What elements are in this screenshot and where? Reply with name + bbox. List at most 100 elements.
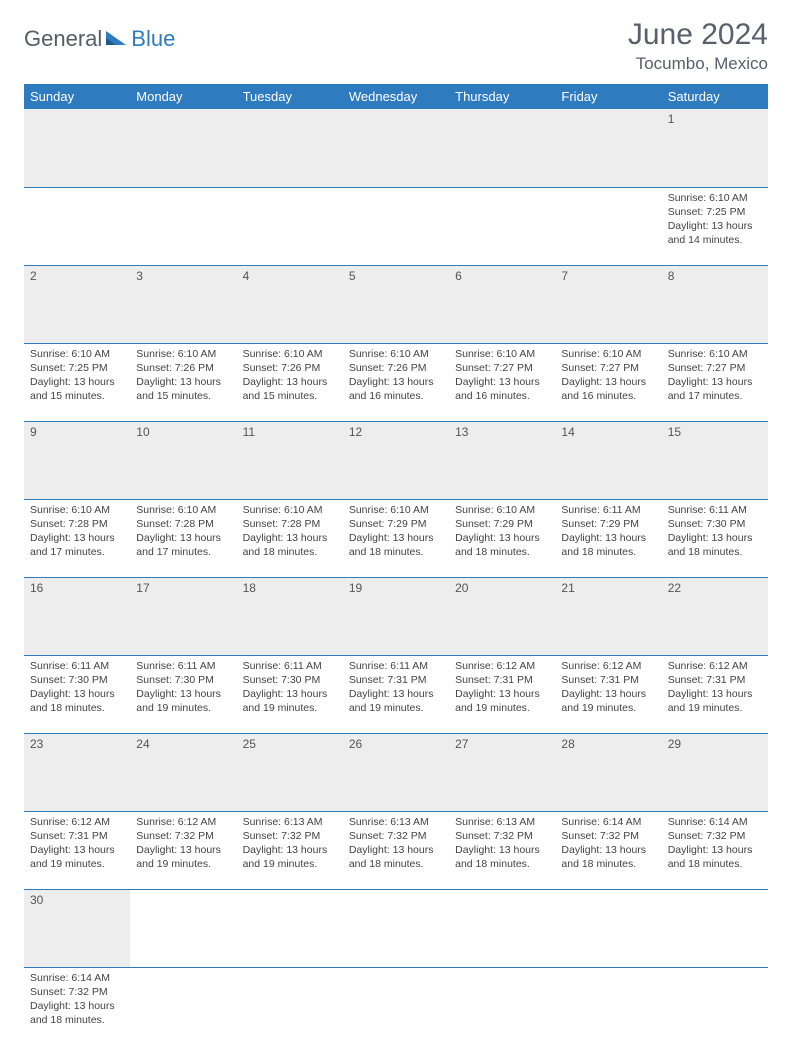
day-cell: [449, 187, 555, 265]
day-number-row: 2345678: [24, 265, 768, 343]
brand-logo: General Blue: [24, 26, 175, 52]
daylight-line-2: and 15 minutes.: [243, 389, 337, 403]
location-label: Tocumbo, Mexico: [628, 54, 768, 74]
day-cell: Sunrise: 6:10 AMSunset: 7:29 PMDaylight:…: [343, 499, 449, 577]
sunset-line: Sunset: 7:26 PM: [243, 361, 337, 375]
day-details: Sunrise: 6:12 AMSunset: 7:32 PMDaylight:…: [136, 815, 230, 872]
sunset-line: Sunset: 7:32 PM: [243, 829, 337, 843]
sunset-line: Sunset: 7:32 PM: [136, 829, 230, 843]
day-cell: [555, 187, 661, 265]
day-details: Sunrise: 6:10 AMSunset: 7:28 PMDaylight:…: [30, 503, 124, 560]
day-number-cell: 21: [555, 577, 661, 655]
daylight-line-2: and 17 minutes.: [30, 545, 124, 559]
day-cell: Sunrise: 6:13 AMSunset: 7:32 PMDaylight:…: [449, 811, 555, 889]
day-cell: Sunrise: 6:10 AMSunset: 7:27 PMDaylight:…: [449, 343, 555, 421]
day-cell: [343, 187, 449, 265]
day-number-cell: [449, 109, 555, 187]
daylight-line-1: Daylight: 13 hours: [349, 843, 443, 857]
day-number-cell: 30: [24, 889, 130, 967]
sunrise-line: Sunrise: 6:10 AM: [668, 347, 762, 361]
daylight-line-1: Daylight: 13 hours: [30, 999, 124, 1013]
day-number-cell: 29: [662, 733, 768, 811]
sunrise-line: Sunrise: 6:10 AM: [30, 347, 124, 361]
daylight-line-1: Daylight: 13 hours: [136, 843, 230, 857]
sunrise-line: Sunrise: 6:10 AM: [243, 503, 337, 517]
sunrise-line: Sunrise: 6:13 AM: [455, 815, 549, 829]
day-number-cell: [237, 889, 343, 967]
day-content-row: Sunrise: 6:10 AMSunset: 7:28 PM Daylight:…: [24, 499, 768, 577]
day-number-cell: [343, 109, 449, 187]
daylight-line-1: Daylight: 13 hours: [561, 375, 655, 389]
daylight-line-1: Daylight: 13 hours: [349, 531, 443, 545]
sunrise-line: Sunrise: 6:11 AM: [30, 659, 124, 673]
sunset-line: Sunset: 7:32 PM: [349, 829, 443, 843]
daylight-line-2: and 16 minutes.: [455, 389, 549, 403]
day-number-cell: 17: [130, 577, 236, 655]
daylight-line-2: and 17 minutes.: [136, 545, 230, 559]
day-number-cell: [555, 889, 661, 967]
day-number-cell: 6: [449, 265, 555, 343]
day-number-cell: 26: [343, 733, 449, 811]
day-number-cell: 3: [130, 265, 236, 343]
sunset-line: Sunset: 7:30 PM: [243, 673, 337, 687]
day-number-cell: 5: [343, 265, 449, 343]
day-cell: Sunrise: 6:14 AMSunset: 7:32 PMDaylight:…: [662, 811, 768, 889]
day-cell: Sunrise: 6:14 AMSunset: 7:32 PMDaylight:…: [24, 967, 130, 1045]
brand-text-2: Blue: [131, 26, 175, 52]
day-cell: [662, 967, 768, 1045]
day-details: Sunrise: 6:10 AMSunset: 7:27 PMDaylight:…: [455, 347, 549, 404]
day-number-cell: 25: [237, 733, 343, 811]
day-details: Sunrise: 6:10 AMSunset: 7:29 PMDaylight:…: [349, 503, 443, 560]
sunset-line: Sunset: 7:30 PM: [668, 517, 762, 531]
day-number-cell: [449, 889, 555, 967]
day-cell: [343, 967, 449, 1045]
sunrise-line: Sunrise: 6:13 AM: [243, 815, 337, 829]
day-number-cell: 4: [237, 265, 343, 343]
day-number-row: 1: [24, 109, 768, 187]
sunrise-line: Sunrise: 6:11 AM: [243, 659, 337, 673]
daylight-line-1: Daylight: 13 hours: [349, 687, 443, 701]
daylight-line-1: Daylight: 13 hours: [668, 687, 762, 701]
daylight-line-1: Daylight: 13 hours: [243, 843, 337, 857]
sunrise-line: Sunrise: 6:11 AM: [668, 503, 762, 517]
daylight-line-2: and 16 minutes.: [349, 389, 443, 403]
daylight-line-2: and 19 minutes.: [30, 857, 124, 871]
day-details: Sunrise: 6:10 AMSunset: 7:27 PMDaylight:…: [561, 347, 655, 404]
day-number-cell: 22: [662, 577, 768, 655]
weekday-header: Sunday: [24, 84, 130, 109]
daylight-line-1: Daylight: 13 hours: [561, 687, 655, 701]
day-number-cell: [662, 889, 768, 967]
day-content-row: Sunrise: 6:10 AMSunset: 7:25 PMDaylight:…: [24, 187, 768, 265]
day-details: Sunrise: 6:10 AMSunset: 7:25 PMDaylight:…: [668, 191, 762, 248]
day-details: Sunrise: 6:14 AMSunset: 7:32 PMDaylight:…: [668, 815, 762, 872]
day-cell: Sunrise: 6:11 AMSunset: 7:31 PMDaylight:…: [343, 655, 449, 733]
sunrise-line: Sunrise: 6:12 AM: [136, 815, 230, 829]
sunset-line: Sunset: 7:28 PM: [243, 517, 337, 531]
day-number-cell: 9: [24, 421, 130, 499]
sunset-line: Sunset: 7:31 PM: [668, 673, 762, 687]
daylight-line-1: Daylight: 13 hours: [455, 843, 549, 857]
day-details: Sunrise: 6:11 AMSunset: 7:30 PMDaylight:…: [30, 659, 124, 716]
daylight-line-2: and 18 minutes.: [30, 701, 124, 715]
daylight-line-2: and 14 minutes.: [668, 233, 762, 247]
day-content-row: Sunrise: 6:10 AMSunset: 7:25 PMDaylight:…: [24, 343, 768, 421]
day-details: Sunrise: 6:13 AMSunset: 7:32 PMDaylight:…: [455, 815, 549, 872]
day-cell: Sunrise: 6:10 AMSunset: 7:28 PMDaylight:…: [24, 499, 130, 577]
day-cell: Sunrise: 6:10 AMSunset: 7:26 PMDaylight:…: [130, 343, 236, 421]
sunrise-line: Sunrise: 6:10 AM: [668, 191, 762, 205]
header-bar: General Blue June 2024 Tocumbo, Mexico: [24, 18, 768, 74]
day-number-row: 9101112131415: [24, 421, 768, 499]
day-cell: Sunrise: 6:10 AMSunset: 7:26 PMDaylight:…: [343, 343, 449, 421]
brand-text-1: General: [24, 26, 102, 52]
day-cell: Sunrise: 6:10 AMSunset: 7:28 PMDaylight:…: [237, 499, 343, 577]
day-details: Sunrise: 6:14 AMSunset: 7:32 PMDaylight:…: [30, 971, 124, 1028]
day-number-cell: 15: [662, 421, 768, 499]
day-number-cell: 19: [343, 577, 449, 655]
day-details: Sunrise: 6:10 AMSunset: 7:25 PMDaylight:…: [30, 347, 124, 404]
sunset-line: Sunset: 7:26 PM: [349, 361, 443, 375]
day-number-cell: 8: [662, 265, 768, 343]
daylight-line-1: Daylight: 13 hours: [455, 375, 549, 389]
sunset-line: Sunset: 7:29 PM: [349, 517, 443, 531]
daylight-line-2: and 18 minutes.: [561, 857, 655, 871]
weekday-header: Thursday: [449, 84, 555, 109]
